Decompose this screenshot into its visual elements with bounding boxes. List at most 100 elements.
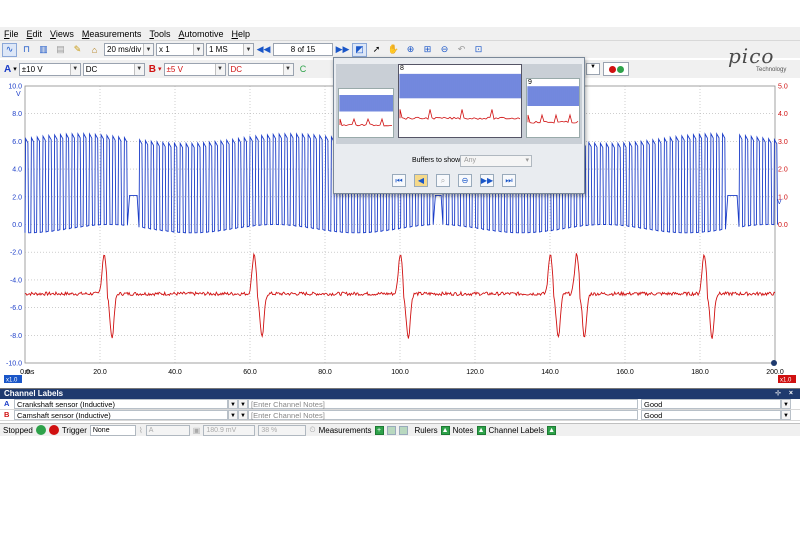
buffer-number: 9 — [528, 79, 532, 86]
menu-tools[interactable]: Tools — [149, 28, 171, 39]
channel-labels-icon[interactable]: ▲ — [547, 425, 557, 435]
channel-labels-title: Channel Labels — [4, 389, 64, 398]
zoom-select[interactable]: x 1 ▼ — [156, 43, 204, 56]
notes-icon[interactable]: ▲ — [476, 425, 486, 435]
trigger-position-field[interactable]: 38 % — [258, 424, 307, 436]
channel-labels-label: Channel Labels — [488, 425, 545, 435]
trigger-edge-icon[interactable]: ⌇ — [138, 425, 143, 435]
zoom-in-icon[interactable]: ⊕ — [406, 44, 415, 54]
zoom-fit-icon[interactable]: ⊡ — [474, 44, 483, 54]
trigger-source-select[interactable]: A — [145, 424, 190, 436]
time-tick-label: 160.0 — [616, 369, 634, 376]
first-buffer-button[interactable]: ⏮ — [392, 174, 406, 187]
thumbnail-channel-a — [339, 95, 393, 112]
zoom-out-icon[interactable]: ⊖ — [440, 44, 449, 54]
persistence-mode-icon[interactable]: ⊓ — [22, 44, 31, 54]
channel-status-field[interactable]: Good — [641, 410, 781, 420]
left-axis-scale-badge[interactable] — [4, 375, 22, 383]
notes-label: Notes — [452, 425, 474, 435]
last-buffer-button[interactable]: ⏭ — [502, 174, 516, 187]
channel-a-range-select[interactable]: ±10 V ▼ — [18, 62, 81, 76]
channel-name-field[interactable]: Crankshaft sensor (Inductive) — [14, 399, 228, 409]
home-icon[interactable]: ⌂ — [91, 44, 98, 55]
magnify-icon[interactable]: ⌕ — [436, 174, 450, 187]
chevron-down-icon: ▾ — [525, 157, 529, 164]
channel-c-icon[interactable]: C — [299, 64, 307, 74]
channel-labels-header: Channel Labels ⊹ × — [0, 389, 800, 399]
channel-b-options-icon[interactable]: ▾ — [157, 66, 162, 73]
channel-name-field[interactable]: Camshaft sensor (Inductive) — [14, 410, 228, 420]
time-tick-label: 100.0 — [391, 369, 409, 376]
serial-decode-icon[interactable]: ▤ — [56, 44, 65, 54]
trigger-level-field[interactable]: 180.9 mV — [203, 424, 256, 436]
chevron-down-icon[interactable]: ▼ — [238, 410, 248, 420]
start-button[interactable] — [35, 425, 46, 435]
channel-notes-field[interactable]: [Enter Channel Notes] — [248, 410, 638, 420]
menu-edit[interactable]: Edit — [26, 28, 43, 39]
channel-notes-field[interactable]: [Enter Channel Notes] — [248, 399, 638, 409]
buffers-to-show-select[interactable]: Any ▾ — [460, 155, 532, 167]
thumbnail-waveforms — [399, 73, 521, 120]
channel-a-range-value: ±10 V — [21, 64, 43, 74]
timebase-select[interactable]: 20 ms/div ▼ — [104, 43, 154, 56]
buffers-to-show-label: Buffers to show — [412, 157, 461, 164]
measurements-label: Measurements — [318, 425, 372, 435]
signal-generator-button[interactable] — [603, 62, 629, 76]
chevron-down-icon[interactable]: ▼ — [781, 410, 791, 420]
buffer-thumbnail-current[interactable]: 8 — [398, 64, 522, 138]
scope-mode-icon[interactable]: ∿ — [2, 42, 17, 57]
panel-controls[interactable]: ⊹ × — [775, 390, 796, 397]
dropdown-arrow-icon[interactable]: ▼ — [586, 63, 600, 75]
next-buffer-icon[interactable]: ▶▶ — [335, 44, 350, 54]
trigger-marker-icon[interactable] — [771, 360, 777, 366]
menu-automotive[interactable]: Automotive — [178, 28, 224, 39]
buffer-thumbnail-next[interactable]: 9 — [526, 78, 580, 138]
channel-a-coupling-value: DC — [85, 64, 98, 74]
add-measurement-icon[interactable]: + — [374, 425, 384, 435]
trigger-delay-icon[interactable]: ⏲ — [309, 425, 316, 434]
samples-select[interactable]: 1 MS ▼ — [206, 43, 254, 56]
channel-a-options-icon[interactable]: ▾ — [13, 66, 17, 73]
spectrum-mode-icon[interactable]: ▥ — [39, 44, 48, 54]
buffer-navigator-popup: 8 9 Buffers to show Any ▾ ⏮ ◀ ⌕ ⊖ ▶▶ ⏭ — [333, 57, 585, 194]
chevron-down-icon[interactable]: ▼ — [781, 399, 791, 409]
thumbnail-channel-a-fill — [340, 95, 393, 112]
menu-help[interactable]: Help — [231, 28, 251, 39]
trigger-advanced-icon[interactable]: ▣ — [192, 425, 201, 435]
time-tick-label: 0.0 — [20, 369, 30, 376]
menu-file[interactable]: File — [4, 28, 19, 39]
edit-measurement-icon[interactable] — [386, 425, 396, 435]
thumbnail-channel-a-fill — [528, 86, 579, 106]
next-buffer-button[interactable]: ▶▶ — [480, 174, 494, 187]
channel-a-waveform — [24, 132, 778, 234]
undo-zoom-icon[interactable]: ↶ — [457, 44, 466, 54]
chevron-down-icon[interactable]: ▼ — [228, 410, 238, 420]
previous-buffer-icon[interactable]: ◀◀ — [256, 44, 271, 54]
chevron-down-icon[interactable]: ▼ — [228, 399, 238, 409]
menu-measurements[interactable]: Measurements — [81, 28, 142, 39]
row-channel: B — [4, 410, 10, 419]
channel-a-tick-label: 4.0 — [12, 167, 22, 174]
channel-status-field[interactable]: Good — [641, 399, 781, 409]
channel-b-coupling-select[interactable]: DC ▼ — [227, 62, 294, 76]
hand-icon[interactable]: ✋ — [387, 44, 400, 54]
stop-button[interactable] — [48, 425, 59, 435]
rulers-icon[interactable]: ▲ — [440, 425, 450, 435]
chevron-down-icon[interactable]: ▼ — [238, 399, 248, 409]
previous-buffer-button[interactable]: ◀ — [414, 174, 428, 187]
right-axis-scale-badge[interactable] — [778, 375, 796, 383]
pointer-icon[interactable]: ➚ — [372, 44, 381, 54]
buffer-thumbnail-prev[interactable] — [338, 88, 394, 138]
channel-b-tick-label: 0.0 — [778, 222, 788, 229]
rulers-label: Rulers — [414, 425, 438, 435]
zoom-area-icon[interactable]: ⊞ — [423, 44, 432, 54]
zoom-buffer-icon[interactable]: ⊖ — [458, 174, 472, 187]
menu-views[interactable]: Views — [50, 28, 74, 39]
delete-measurement-icon[interactable] — [398, 425, 408, 435]
wand-icon[interactable]: ✎ — [73, 44, 82, 54]
buffer-navigator-icon[interactable]: ◩ — [352, 42, 367, 57]
channel-a-coupling-select[interactable]: DC ▼ — [82, 62, 145, 76]
trigger-mode-select[interactable]: None — [89, 424, 136, 436]
channel-b-range-select[interactable]: ±5 V ▼ — [163, 62, 226, 76]
trigger-mode-value: None — [92, 426, 110, 434]
